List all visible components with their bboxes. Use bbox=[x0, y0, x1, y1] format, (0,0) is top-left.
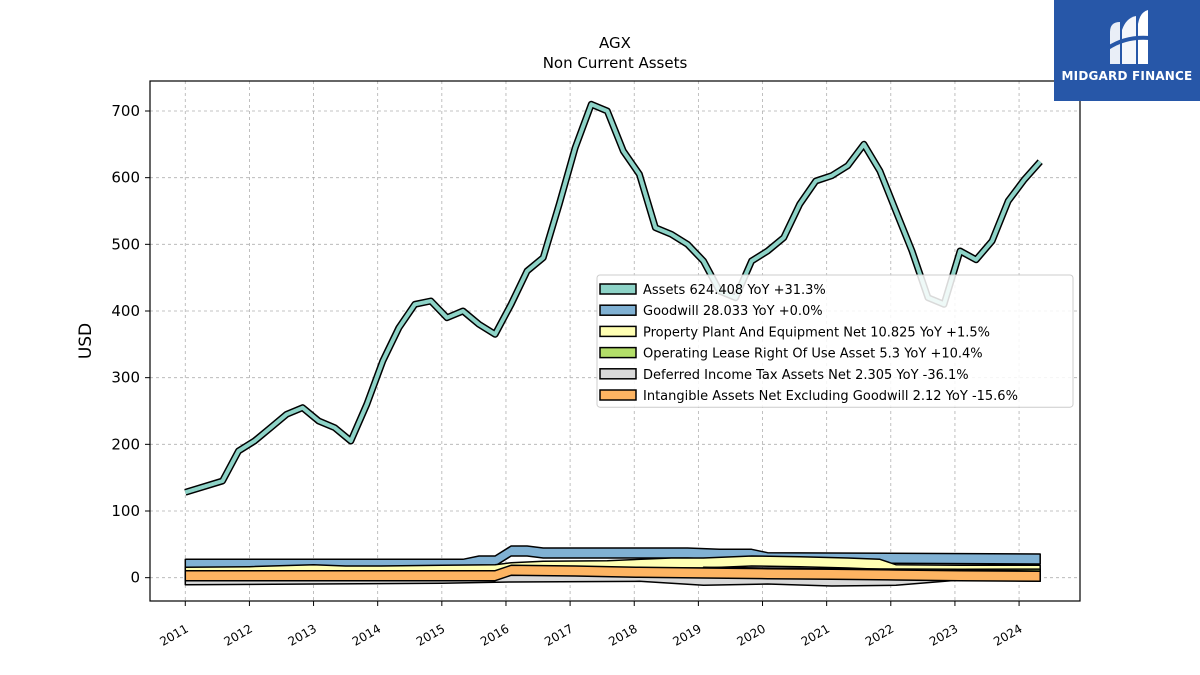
x-tick-label: 2020 bbox=[735, 621, 768, 648]
legend-swatch bbox=[599, 368, 637, 380]
midgard-logo-icon bbox=[1106, 10, 1151, 64]
y-axis: 0 100 200 300 400 500 600 700 bbox=[111, 102, 150, 587]
x-tick-label: 2018 bbox=[606, 621, 639, 648]
legend: Assets 624.408 YoY +31.3% Goodwill 28.033… bbox=[596, 274, 1074, 408]
brand-name: MIDGARD FINANCE bbox=[1061, 69, 1193, 83]
y-tick-label: 700 bbox=[111, 102, 140, 120]
x-tick-label: 2023 bbox=[927, 621, 960, 648]
y-tick-label: 600 bbox=[111, 169, 140, 187]
x-tick-label: 2011 bbox=[157, 621, 190, 648]
x-tick-label: 2016 bbox=[478, 621, 511, 648]
y-tick-label: 300 bbox=[111, 369, 140, 387]
x-tick-label: 2022 bbox=[863, 621, 896, 648]
legend-swatch bbox=[599, 325, 637, 338]
legend-entry: Operating Lease Right Of Use Asset 5.3 Y… bbox=[643, 347, 983, 362]
series-goodwill-band bbox=[184, 545, 1041, 571]
x-tick-label: 2012 bbox=[221, 621, 254, 648]
y-tick-label: 200 bbox=[111, 435, 140, 453]
brand-logo: MIDGARD FINANCE bbox=[1054, 0, 1200, 101]
series-layer bbox=[184, 100, 1043, 587]
x-axis: 2011 2012 2013 2014 2015 2016 2017 2018 2019 2020… bbox=[157, 601, 1025, 649]
x-tick-label: 2019 bbox=[670, 621, 703, 648]
series-assets-line bbox=[184, 102, 1042, 495]
y-tick-label: 400 bbox=[111, 302, 140, 320]
legend-box bbox=[596, 274, 1074, 408]
legend-swatch bbox=[599, 304, 637, 316]
x-tick-label: 2024 bbox=[991, 621, 1024, 648]
legend-swatch bbox=[599, 346, 637, 359]
x-tick-label: 2017 bbox=[542, 621, 575, 648]
x-tick-label: 2013 bbox=[286, 621, 319, 648]
legend-entry: Deferred Income Tax Assets Net 2.305 YoY… bbox=[643, 368, 969, 383]
y-axis-label: USD bbox=[76, 323, 96, 359]
x-tick-label: 2021 bbox=[799, 621, 832, 648]
chart-title: AGX bbox=[599, 34, 631, 52]
chart-subtitle: Non Current Assets bbox=[543, 54, 688, 72]
y-tick-label: 500 bbox=[111, 235, 140, 253]
x-tick-label: 2015 bbox=[414, 621, 447, 648]
legend-entry: Assets 624.408 YoY +31.3% bbox=[643, 283, 826, 298]
y-tick-label: 0 bbox=[130, 569, 140, 587]
plot-frame bbox=[149, 80, 1081, 602]
series-intangible-assets-net-excluding-goodwill-band bbox=[184, 564, 1041, 583]
x-tick-label: 2014 bbox=[350, 621, 383, 648]
legend-swatch bbox=[599, 283, 637, 295]
legend-swatch bbox=[599, 389, 637, 401]
legend-entry: Intangible Assets Net Excluding Goodwill… bbox=[643, 389, 1018, 404]
legend-entry: Goodwill 28.033 YoY +0.0% bbox=[643, 304, 823, 319]
legend-entry: Property Plant And Equipment Net 10.825 … bbox=[643, 325, 990, 340]
y-tick-label: 100 bbox=[111, 502, 140, 520]
